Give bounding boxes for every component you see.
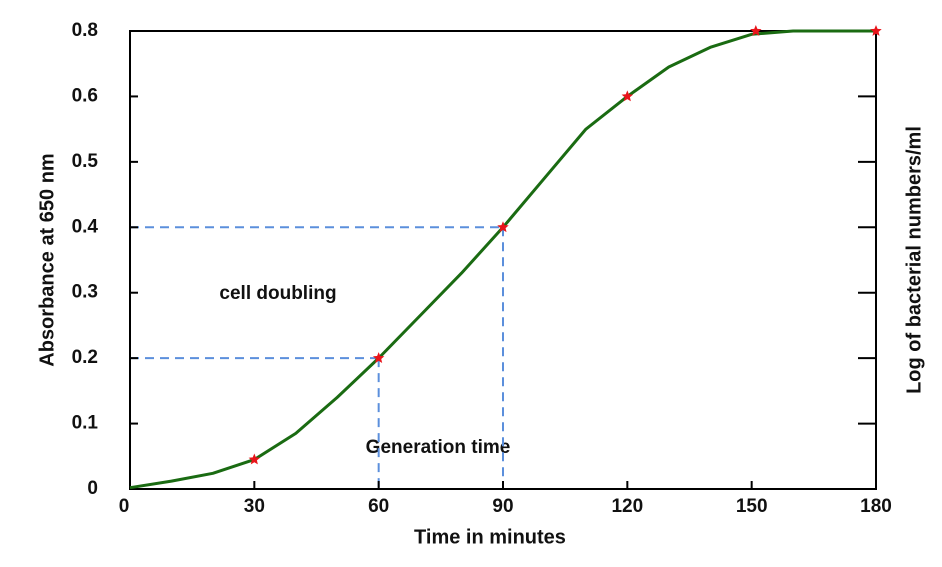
y-tick-label: 0.6: [72, 85, 98, 106]
data-point: [497, 221, 509, 233]
y-tick-label: 0: [87, 478, 98, 499]
x-tick-label: 120: [611, 496, 643, 517]
y-tick-label: 0.8: [72, 20, 98, 41]
y2-axis-label: Log of bacterial numbers/ml: [903, 126, 925, 394]
annotation: cell doubling: [219, 283, 336, 304]
y-tick-label: 0.3: [72, 282, 98, 303]
x-tick-label: 90: [492, 496, 513, 517]
x-tick-label: 150: [736, 496, 768, 517]
x-tick-label: 0: [119, 496, 130, 517]
y-tick-label: 0.1: [72, 413, 99, 434]
y-tick-label: 0.4: [72, 216, 99, 237]
x-tick-label: 60: [368, 496, 389, 517]
y-axis-label: Absorbance at 650 nm: [36, 153, 58, 366]
data-point: [621, 90, 634, 102]
data-point: [372, 352, 385, 363]
x-axis-label: Time in minutes: [414, 526, 566, 548]
y-tick-label: 0.2: [72, 347, 98, 368]
y-tick-label: 0.5: [72, 151, 99, 172]
data-point: [750, 25, 762, 36]
x-tick-label: 30: [244, 496, 265, 517]
data-point: [248, 453, 261, 465]
x-tick-label: 180: [860, 496, 892, 517]
annotation: Generation time: [366, 437, 511, 458]
data-point: [870, 25, 882, 36]
